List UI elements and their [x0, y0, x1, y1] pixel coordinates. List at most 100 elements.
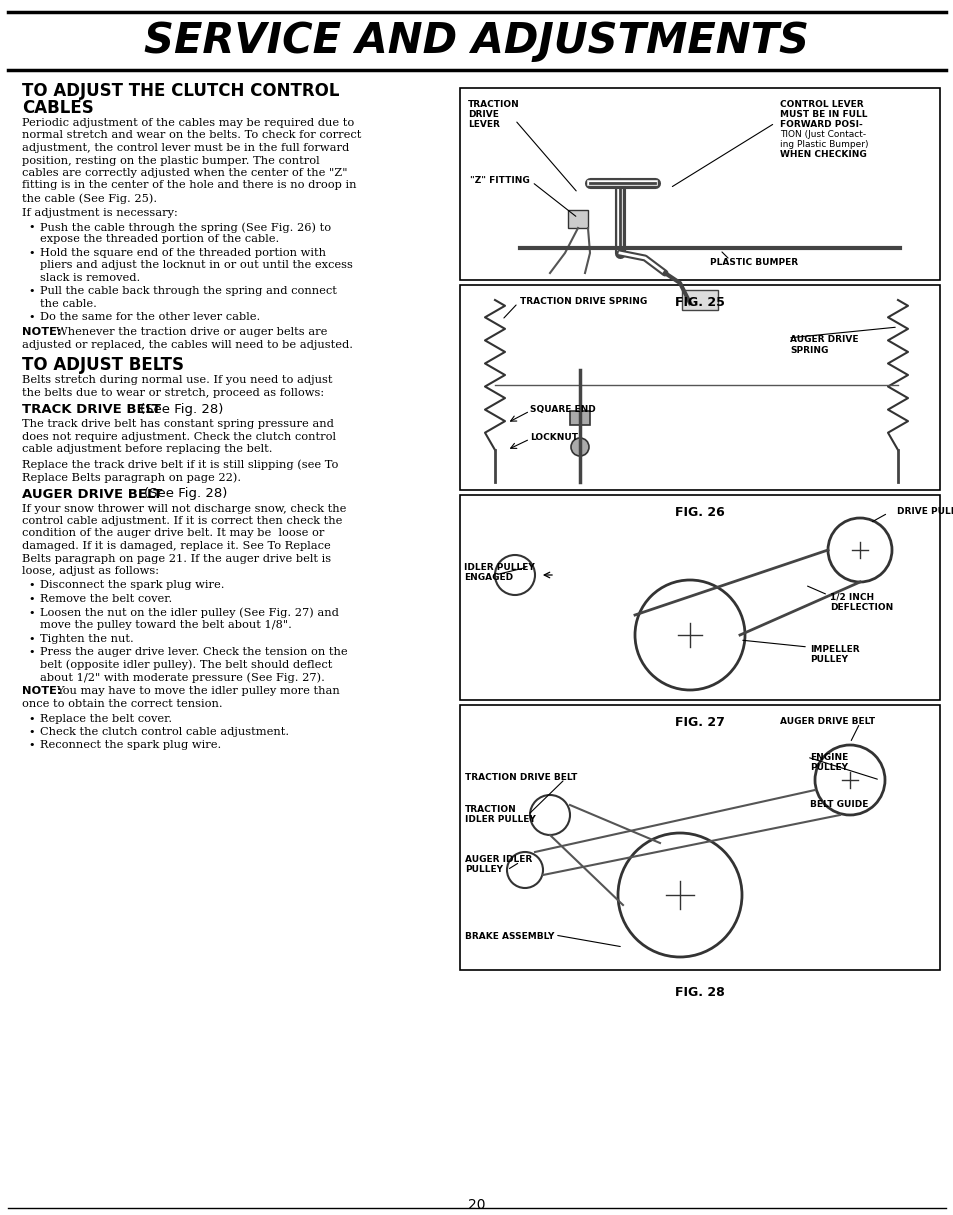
Text: Belts stretch during normal use. If you need to adjust: Belts stretch during normal use. If you … [22, 375, 333, 385]
Text: AUGER IDLER: AUGER IDLER [464, 855, 532, 864]
Text: about 1/2" with moderate pressure (See Fig. 27).: about 1/2" with moderate pressure (See F… [40, 672, 325, 683]
Text: •: • [28, 608, 34, 617]
Text: TRACTION: TRACTION [468, 100, 519, 109]
Text: PULLEY: PULLEY [464, 865, 502, 874]
Text: the belts due to wear or stretch, proceed as follows:: the belts due to wear or stretch, procee… [22, 388, 324, 397]
Text: 20: 20 [468, 1198, 485, 1213]
Text: CONTROL LEVER: CONTROL LEVER [780, 100, 862, 109]
Text: AUGER DRIVE BELT: AUGER DRIVE BELT [780, 717, 874, 727]
Text: SERVICE AND ADJUSTMENTS: SERVICE AND ADJUSTMENTS [144, 19, 809, 62]
Text: adjustment, the control lever must be in the full forward: adjustment, the control lever must be in… [22, 143, 349, 153]
Text: does not require adjustment. Check the clutch control: does not require adjustment. Check the c… [22, 431, 335, 441]
Text: TRACK DRIVE BELT: TRACK DRIVE BELT [22, 403, 166, 416]
Text: LEVER: LEVER [468, 120, 499, 129]
Text: PLASTIC BUMPER: PLASTIC BUMPER [709, 258, 798, 267]
Text: (See Fig. 28): (See Fig. 28) [140, 403, 223, 416]
Bar [459, 705, 939, 970]
Text: Reconnect the spark plug wire.: Reconnect the spark plug wire. [40, 740, 221, 751]
Text: Do the same for the other lever cable.: Do the same for the other lever cable. [40, 312, 260, 322]
Text: Hold the square end of the threaded portion with: Hold the square end of the threaded port… [40, 248, 326, 258]
Text: fitting is in the center of the hole and there is no droop in: fitting is in the center of the hole and… [22, 181, 356, 191]
Text: IDLER PULLEY: IDLER PULLEY [464, 815, 536, 824]
Bar [459, 286, 939, 490]
Text: Check the clutch control cable adjustment.: Check the clutch control cable adjustmen… [40, 727, 289, 738]
Text: •: • [28, 648, 34, 657]
Text: •: • [28, 740, 34, 751]
Circle shape [571, 437, 588, 456]
Text: TO ADJUST THE CLUTCH CONTROL: TO ADJUST THE CLUTCH CONTROL [22, 81, 339, 100]
Text: •: • [28, 222, 34, 232]
Text: loose, adjust as follows:: loose, adjust as follows: [22, 566, 159, 576]
Text: The track drive belt has constant spring pressure and: The track drive belt has constant spring… [22, 419, 334, 429]
Text: (See Fig. 28): (See Fig. 28) [144, 487, 227, 501]
Text: If adjustment is necessary:: If adjustment is necessary: [22, 209, 177, 219]
Text: DRIVE PULLEY: DRIVE PULLEY [896, 507, 953, 516]
Text: IMPELLER: IMPELLER [809, 645, 859, 654]
Text: AUGER DRIVE BELT: AUGER DRIVE BELT [22, 487, 167, 501]
Text: NOTE:: NOTE: [22, 686, 66, 696]
Text: •: • [28, 633, 34, 644]
Text: WHEN CHECKING: WHEN CHECKING [780, 149, 866, 159]
Text: You may have to move the idler pulley more than: You may have to move the idler pulley mo… [56, 686, 339, 696]
Text: DRIVE: DRIVE [468, 111, 498, 119]
Bar [569, 411, 589, 425]
Text: FIG. 25: FIG. 25 [675, 296, 724, 309]
Text: SPRING: SPRING [789, 346, 827, 355]
Text: •: • [28, 312, 34, 322]
Bar [459, 87, 939, 279]
Bar [681, 290, 718, 310]
Text: DEFLECTION: DEFLECTION [829, 603, 892, 612]
Text: FORWARD POSI-: FORWARD POSI- [780, 120, 862, 129]
Text: If your snow thrower will not discharge snow, check the: If your snow thrower will not discharge … [22, 503, 346, 514]
Text: NOTE:: NOTE: [22, 327, 66, 337]
Text: normal stretch and wear on the belts. To check for correct: normal stretch and wear on the belts. To… [22, 130, 361, 141]
Text: IDLER PULLEY: IDLER PULLEY [463, 563, 535, 572]
Text: Loosen the nut on the idler pulley (See Fig. 27) and: Loosen the nut on the idler pulley (See … [40, 608, 338, 618]
Text: TRACTION DRIVE BELT: TRACTION DRIVE BELT [464, 773, 577, 782]
Text: PULLEY: PULLEY [809, 655, 847, 665]
Text: position, resting on the plastic bumper. The control: position, resting on the plastic bumper.… [22, 156, 319, 165]
Text: TO ADJUST BELTS: TO ADJUST BELTS [22, 356, 184, 374]
Text: BRAKE ASSEMBLY: BRAKE ASSEMBLY [464, 932, 554, 940]
Text: the cable (See Fig. 25).: the cable (See Fig. 25). [22, 193, 157, 204]
Text: •: • [28, 248, 34, 258]
Text: •: • [28, 727, 34, 738]
Text: belt (opposite idler pulley). The belt should deflect: belt (opposite idler pulley). The belt s… [40, 660, 332, 669]
Text: AUGER DRIVE: AUGER DRIVE [789, 335, 858, 344]
Text: TRACTION DRIVE SPRING: TRACTION DRIVE SPRING [519, 296, 646, 306]
Text: Replace the track drive belt if it is still slipping (see To: Replace the track drive belt if it is st… [22, 459, 338, 470]
Text: FIG. 27: FIG. 27 [675, 716, 724, 729]
Text: cables are correctly adjusted when the center of the "Z": cables are correctly adjusted when the c… [22, 168, 347, 179]
Text: Replace the belt cover.: Replace the belt cover. [40, 713, 172, 723]
Text: Replace Belts paragraph on page 22).: Replace Belts paragraph on page 22). [22, 471, 241, 482]
Text: LOCKNUT: LOCKNUT [530, 433, 578, 442]
Text: TRACTION: TRACTION [464, 806, 517, 814]
Text: FIG. 26: FIG. 26 [675, 505, 724, 519]
Text: •: • [28, 713, 34, 723]
Text: pliers and adjust the locknut in or out until the excess: pliers and adjust the locknut in or out … [40, 260, 353, 271]
Text: Remove the belt cover.: Remove the belt cover. [40, 594, 172, 604]
Text: •: • [28, 581, 34, 590]
Text: MUST BE IN FULL: MUST BE IN FULL [780, 111, 866, 119]
Text: Tighten the nut.: Tighten the nut. [40, 633, 133, 644]
Text: FIG. 28: FIG. 28 [675, 987, 724, 999]
Bar [459, 495, 939, 700]
Text: adjusted or replaced, the cables will need to be adjusted.: adjusted or replaced, the cables will ne… [22, 339, 353, 350]
Text: cable adjustment before replacing the belt.: cable adjustment before replacing the be… [22, 443, 273, 454]
Text: ENGINE: ENGINE [809, 753, 847, 762]
Bar [567, 210, 587, 228]
Text: the cable.: the cable. [40, 299, 97, 309]
Text: expose the threaded portion of the cable.: expose the threaded portion of the cable… [40, 234, 279, 244]
Text: PULLEY: PULLEY [809, 763, 847, 772]
Text: Pull the cable back through the spring and connect: Pull the cable back through the spring a… [40, 287, 336, 296]
Text: CABLES: CABLES [22, 98, 93, 117]
Text: Belts paragraph on page 21. If the auger drive belt is: Belts paragraph on page 21. If the auger… [22, 554, 331, 564]
Text: Push the cable through the spring (See Fig. 26) to: Push the cable through the spring (See F… [40, 222, 331, 232]
Text: SQUARE END: SQUARE END [530, 405, 595, 414]
Text: Press the auger drive lever. Check the tension on the: Press the auger drive lever. Check the t… [40, 648, 347, 657]
Text: •: • [28, 287, 34, 296]
Text: "Z" FITTING: "Z" FITTING [470, 176, 529, 185]
Text: Periodic adjustment of the cables may be required due to: Periodic adjustment of the cables may be… [22, 118, 354, 128]
Text: move the pulley toward the belt about 1/8".: move the pulley toward the belt about 1/… [40, 620, 292, 631]
Text: control cable adjustment. If it is correct then check the: control cable adjustment. If it is corre… [22, 516, 342, 526]
